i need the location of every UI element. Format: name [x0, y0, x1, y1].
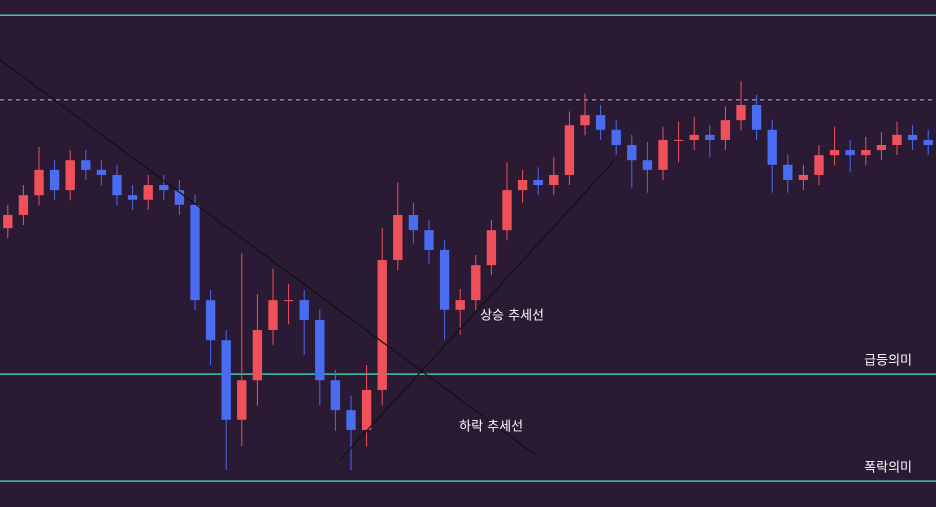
candle-body	[299, 300, 309, 320]
candle-body	[767, 129, 777, 165]
candle-body	[34, 169, 44, 196]
candle-body	[143, 185, 153, 200]
candle-body	[814, 155, 824, 175]
candle-body	[174, 190, 185, 205]
candle-body	[751, 104, 762, 130]
candle-body	[658, 139, 668, 170]
candle-body	[361, 389, 372, 430]
trend-line	[339, 159, 616, 461]
candle-body	[564, 125, 575, 175]
candle-body	[673, 139, 684, 141]
level-label: 폭락의미	[864, 461, 912, 476]
candle-body	[439, 249, 450, 310]
candle-body	[159, 185, 169, 191]
candle-body	[283, 300, 294, 302]
trend-label: 하락 추세선	[459, 419, 523, 434]
candle-body	[190, 204, 200, 301]
candle-body	[81, 160, 91, 170]
candle-body	[96, 169, 107, 175]
candle-body	[237, 380, 247, 420]
candle-body	[533, 179, 543, 186]
candle-body	[330, 380, 341, 411]
candle-body	[736, 104, 746, 121]
candle-body	[393, 214, 403, 261]
candle-body	[892, 134, 902, 146]
candle-body	[502, 190, 512, 231]
candle-body	[49, 169, 60, 191]
candle-body	[642, 160, 653, 170]
candle-body	[252, 330, 263, 381]
candle-body	[112, 174, 122, 196]
trend-line	[0, 59, 536, 456]
candle-body	[627, 145, 637, 161]
candle-body	[517, 179, 528, 191]
candle-body	[580, 115, 590, 126]
candle-body	[377, 260, 387, 390]
candle-body	[346, 410, 356, 430]
candle-body	[455, 300, 465, 310]
candle-body	[845, 150, 855, 156]
level-label: 급등의미	[864, 354, 912, 369]
candle-body	[705, 134, 715, 140]
candle-body	[798, 174, 809, 180]
candle-body	[549, 174, 559, 186]
candle-body	[907, 134, 918, 140]
candle-body	[861, 150, 871, 156]
candle-body	[3, 214, 13, 229]
candle-body	[65, 160, 75, 191]
candle-body	[486, 230, 497, 266]
candle-body	[876, 145, 887, 151]
candle-body	[205, 300, 216, 341]
candle-body	[595, 115, 606, 130]
candle-body	[268, 300, 278, 331]
candle-body	[689, 134, 699, 140]
candle-body	[221, 340, 231, 420]
candle-body	[611, 129, 621, 146]
candle-body	[315, 319, 325, 381]
candle-body	[424, 230, 434, 250]
candle-body	[127, 195, 138, 200]
candle-body	[720, 120, 731, 140]
trend-label: 상승 추세선	[480, 308, 544, 323]
candle-body	[471, 265, 481, 301]
candle-body	[829, 150, 840, 156]
candle-body	[783, 164, 793, 180]
candle-body	[18, 195, 29, 215]
candle-body	[923, 139, 933, 146]
candle-body	[408, 214, 419, 231]
